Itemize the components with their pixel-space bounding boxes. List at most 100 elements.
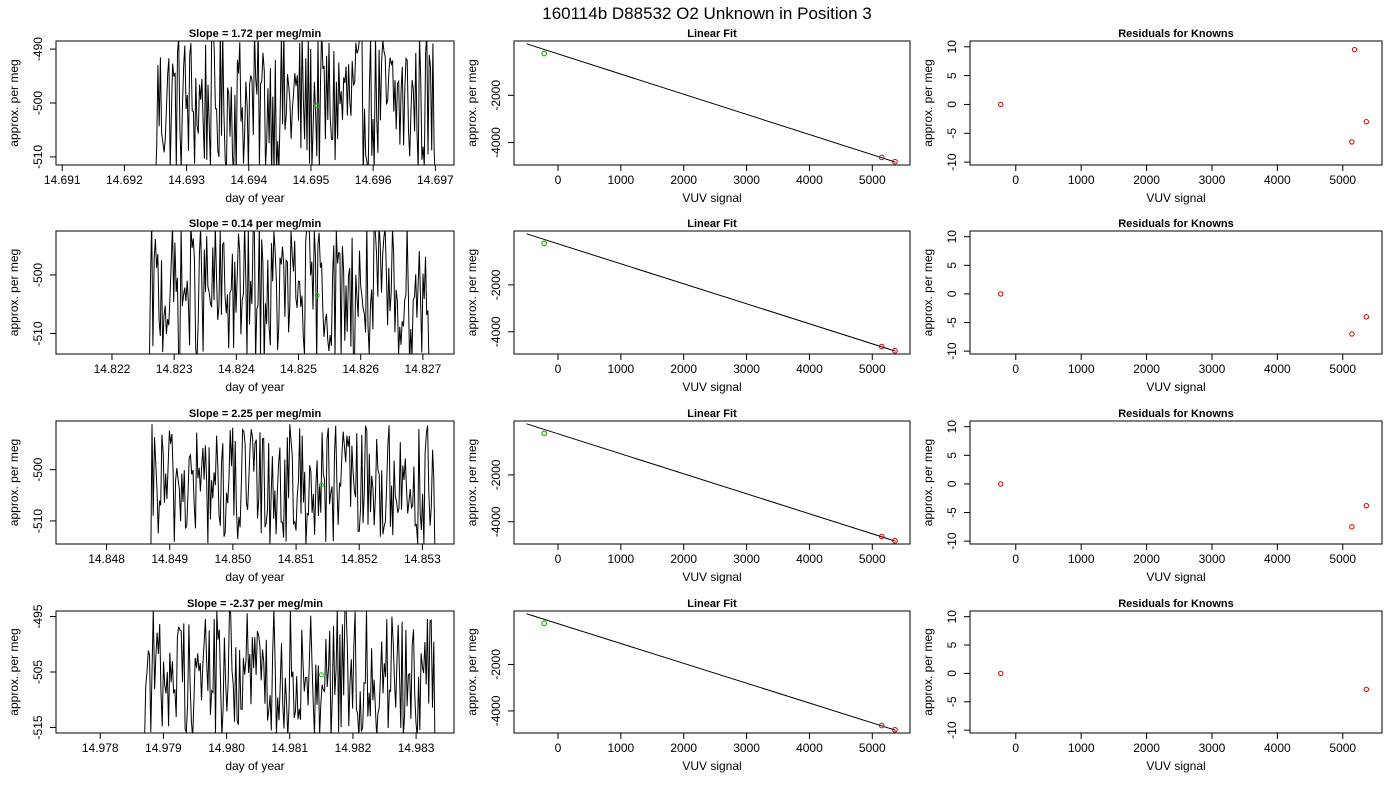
x-axis-label: day of year (225, 380, 284, 394)
panel-r2c1: Slope = 0.14 per meg/min day of year appro… (7, 218, 455, 394)
x-tick-label: 1000 (1068, 741, 1095, 755)
y-tick-label: -4000 (489, 506, 503, 537)
residual-point (998, 670, 1004, 677)
plot-area (149, 231, 430, 354)
unknown-point (541, 50, 547, 57)
y-tick-label: -2000 (489, 269, 503, 300)
x-tick-label: 3000 (733, 362, 760, 376)
panel-frame (55, 420, 455, 545)
x-tick-label: 2000 (1133, 362, 1160, 376)
x-tick-label: 14.979 (145, 741, 182, 755)
residual-point (1363, 502, 1370, 509)
panels-group: Slope = 1.72 per meg/min day of year appro… (7, 28, 1383, 773)
x-tick-label: 14.983 (398, 741, 435, 755)
x-axis-label: VUV signal (1146, 570, 1205, 584)
panel-title: Residuals for Knowns (1118, 28, 1234, 40)
y-tick-label: 10 (945, 40, 959, 54)
plot-area (155, 41, 436, 165)
plot-area (526, 613, 898, 733)
x-axis-label: VUV signal (1146, 759, 1205, 773)
residual-point (1349, 524, 1355, 530)
residual-point (998, 101, 1004, 108)
x-tick-label: 14.851 (278, 552, 315, 566)
panel-frame (969, 230, 1383, 355)
y-tick-label: -10 (945, 342, 959, 360)
unknown-marker (318, 482, 324, 488)
panel-r4c1: Slope = -2.37 per meg/min day of year appr… (7, 598, 455, 773)
x-tick-label: 14.696 (355, 173, 392, 187)
y-axis-label: approx. per meg (921, 249, 935, 336)
data-series-line (149, 231, 430, 354)
y-axis-label: approx. per meg (7, 59, 21, 146)
fit-line (526, 613, 896, 731)
x-tick-label: 4000 (796, 173, 823, 187)
x-tick-label: 5000 (1329, 173, 1356, 187)
residual-point (998, 481, 1004, 487)
x-tick-label: 14.822 (94, 362, 131, 376)
panel-frame (55, 610, 455, 734)
x-tick-label: 2000 (1133, 173, 1160, 187)
residual-point (1363, 314, 1370, 320)
x-tick-label: 2000 (670, 552, 697, 566)
x-tick-label: 1000 (1068, 173, 1095, 187)
x-tick-label: 5000 (1329, 741, 1356, 755)
panel-r3c1: Slope = 2.25 per meg/min day of year appro… (7, 408, 455, 584)
x-axis-label: VUV signal (682, 191, 741, 205)
y-axis-label: approx. per meg (7, 439, 21, 526)
x-tick-label: 1000 (608, 173, 635, 187)
panel-r4c2: Linear Fit VUV signal approx. per meg 0 1000… (465, 598, 911, 773)
plot-area (998, 481, 1370, 530)
x-tick-label: 4000 (796, 362, 823, 376)
unknown-marker (314, 103, 320, 109)
residual-point (1351, 46, 1358, 53)
x-axis-label: VUV signal (682, 570, 741, 584)
fit-line (526, 423, 896, 542)
x-tick-label: 5000 (859, 173, 886, 187)
y-tick-label: -515 (31, 715, 45, 739)
plot-area (998, 46, 1370, 145)
x-tick-label: 14.848 (88, 552, 125, 566)
panel-title: Residuals for Knowns (1118, 598, 1234, 610)
x-tick-label: 14.852 (341, 552, 378, 566)
panel-frame (55, 230, 455, 355)
known-point (878, 343, 885, 350)
unknown-point (541, 620, 547, 627)
panel-title: Slope = 1.72 per meg/min (189, 28, 322, 40)
panel-title: Slope = 0.14 per meg/min (189, 218, 322, 230)
data-series-line (150, 423, 436, 544)
x-tick-label: 14.853 (404, 552, 441, 566)
y-tick-label: -500 (31, 263, 45, 287)
x-tick-label: 2000 (670, 173, 697, 187)
residual-point (998, 291, 1004, 297)
x-tick-label: 14.982 (335, 741, 372, 755)
y-tick-label: 10 (945, 420, 959, 434)
y-tick-label: 5 (945, 641, 959, 648)
y-tick-label: -5 (945, 507, 959, 518)
y-tick-label: 0 (945, 670, 959, 677)
x-tick-label: 1000 (608, 552, 635, 566)
x-tick-label: 5000 (1329, 362, 1356, 376)
y-axis-label: approx. per meg (465, 59, 479, 146)
y-tick-label: -5 (945, 128, 959, 139)
x-tick-label: 14.826 (342, 362, 379, 376)
x-tick-label: 3000 (1199, 173, 1226, 187)
x-tick-label: 3000 (1199, 552, 1226, 566)
panel-frame (513, 40, 911, 166)
y-tick-label: -2000 (489, 459, 503, 490)
y-tick-label: 0 (945, 101, 959, 108)
y-tick-label: -490 (31, 37, 45, 61)
x-tick-label: 5000 (859, 362, 886, 376)
x-tick-label: 14.693 (168, 173, 205, 187)
panel-r1c2: Linear Fit VUV signal approx. per meg 0 1000… (465, 28, 911, 205)
figure-title: 160114b D88532 O2 Unknown in Position 3 (542, 4, 872, 23)
known-point (878, 533, 885, 540)
x-tick-label: 0 (555, 741, 562, 755)
panel-title: Residuals for Knowns (1118, 408, 1234, 420)
x-axis-label: VUV signal (682, 380, 741, 394)
y-tick-label: -4000 (489, 316, 503, 347)
y-tick-label: 5 (945, 262, 959, 269)
panel-frame (513, 230, 911, 355)
y-axis-label: approx. per meg (465, 439, 479, 526)
known-point (892, 537, 898, 544)
